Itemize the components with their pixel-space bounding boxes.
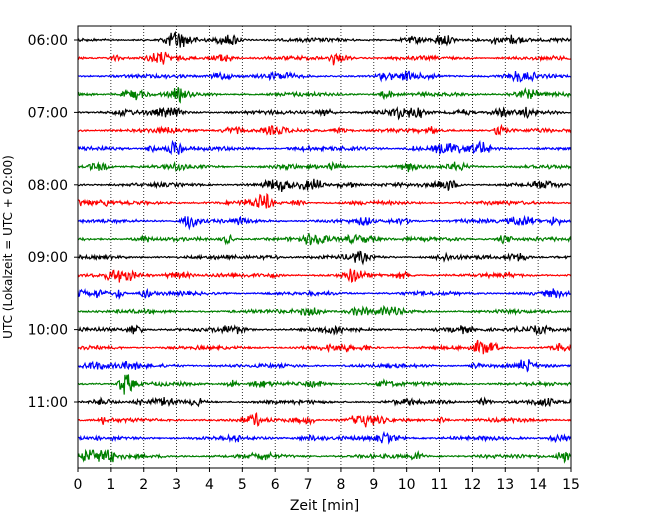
trace-line [77, 30, 572, 48]
trace-line [77, 139, 572, 156]
trace-line [77, 123, 572, 136]
x-tick-label: 4 [205, 477, 214, 493]
trace-line [77, 250, 572, 266]
x-axis-label: Zeit [min] [290, 498, 359, 514]
trace-line [77, 304, 572, 316]
trace-line [77, 339, 572, 355]
x-tick-label: 0 [74, 477, 83, 493]
x-tick-label: 10 [398, 477, 416, 493]
x-tick-label: 15 [562, 477, 580, 493]
trace-line [77, 412, 572, 428]
x-tick-label: 3 [172, 477, 181, 493]
x-axis: 0 1 2 3 4 5 6 7 8 9 10 11 12 13 14 15 [74, 468, 580, 493]
trace-line [77, 86, 571, 104]
x-tick-label: 9 [369, 477, 378, 493]
trace-line [77, 106, 572, 121]
y-tick-label: 10:00 [28, 323, 68, 339]
trace-line [77, 178, 571, 193]
x-tick-label: 1 [106, 477, 115, 493]
trace-line [77, 268, 572, 283]
trace-line [77, 287, 572, 301]
y-tick-label: 07:00 [28, 105, 68, 121]
x-tick-label: 12 [463, 477, 481, 493]
trace-line [77, 192, 571, 209]
trace-line [77, 214, 571, 231]
x-tick-label: 6 [271, 477, 280, 493]
y-tick-label: 09:00 [28, 250, 68, 266]
y-tick-label: 06:00 [28, 33, 68, 49]
plot-frame [77, 25, 572, 469]
trace-line [77, 359, 572, 373]
y-tick-label: 08:00 [28, 178, 68, 194]
trace-line [77, 51, 572, 66]
x-tick-label: 14 [529, 477, 547, 493]
y-axis-label: UTC (Lokalzeit = UTC + 02:00) [1, 155, 15, 339]
trace-line [77, 160, 572, 173]
trace-line [77, 448, 572, 464]
trace-line [77, 430, 572, 445]
y-tick-label: 11:00 [28, 395, 68, 411]
trace-line [77, 324, 572, 336]
x-tick-label: 8 [336, 477, 345, 493]
x-tick-label: 11 [431, 477, 449, 493]
y-axis: 06:00 07:00 08:00 09:00 10:00 11:00 [28, 33, 78, 411]
seismic-traces [77, 30, 572, 464]
trace-line [77, 69, 571, 83]
trace-line [77, 374, 572, 395]
x-tick-label: 2 [139, 477, 148, 493]
x-tick-label: 7 [304, 477, 313, 493]
trace-line [77, 396, 572, 408]
x-tick-label: 13 [496, 477, 514, 493]
trace-line [77, 232, 572, 246]
x-tick-label: 5 [238, 477, 247, 493]
